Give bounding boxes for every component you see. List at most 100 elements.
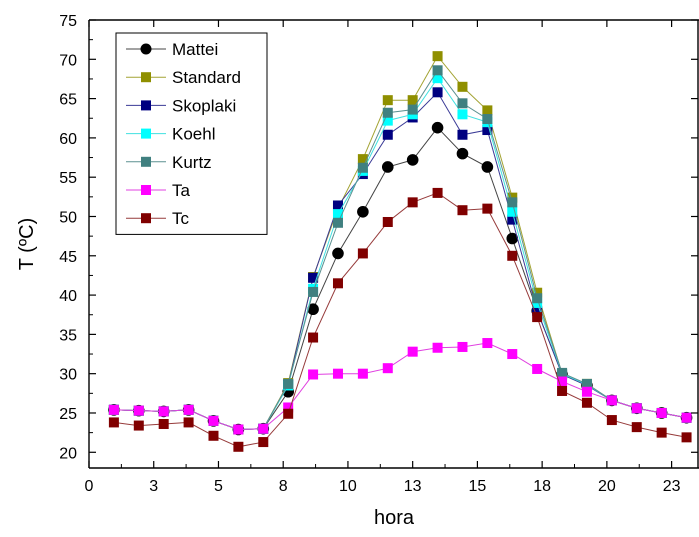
data-point	[381, 161, 394, 173]
data-point	[258, 423, 269, 434]
data-point	[507, 250, 518, 261]
data-point	[382, 95, 393, 106]
data-point	[283, 408, 294, 419]
data-point	[557, 367, 568, 378]
x-tick-label: 5	[214, 478, 223, 495]
data-point	[532, 287, 543, 298]
data-point	[407, 104, 418, 115]
data-point	[581, 397, 592, 408]
data-point	[507, 349, 518, 360]
legend-label: Koehl	[172, 125, 215, 144]
data-point	[482, 114, 493, 125]
y-axis-title: T (ºC)	[16, 218, 38, 270]
data-point	[432, 187, 443, 198]
x-tick-label: 0	[85, 478, 94, 495]
y-tick-label: 60	[59, 131, 77, 148]
data-point	[357, 248, 368, 259]
data-point	[606, 415, 617, 426]
data-point	[332, 200, 343, 211]
data-point	[532, 305, 543, 316]
data-point	[631, 403, 642, 414]
legend-item: Kurtz	[126, 153, 212, 172]
legend-item: Standard	[126, 68, 241, 87]
data-point	[332, 209, 343, 220]
y-tick-label: 30	[59, 367, 77, 384]
data-point	[108, 417, 119, 428]
x-tick-label: 3	[149, 478, 158, 495]
data-point	[332, 278, 343, 289]
legend-label: Standard	[172, 68, 241, 87]
x-tick-label: 23	[663, 478, 681, 495]
data-point	[382, 107, 393, 118]
data-point	[507, 214, 518, 225]
series-ta	[108, 338, 692, 435]
data-point	[457, 129, 468, 140]
data-point	[606, 395, 617, 406]
y-tick-label: 40	[59, 288, 77, 305]
data-point	[431, 121, 444, 134]
data-point	[407, 197, 418, 208]
legend-item: Mattei	[126, 40, 218, 59]
data-point	[532, 293, 543, 304]
data-point	[382, 216, 393, 227]
legend-marker	[141, 100, 151, 111]
data-point	[283, 402, 294, 413]
legend-item: Ta	[126, 181, 191, 200]
data-point	[631, 422, 642, 433]
data-point	[183, 417, 194, 428]
data-point	[456, 147, 469, 160]
legend-label: Skoplaki	[172, 96, 236, 115]
legend-label: Ta	[172, 181, 191, 200]
data-point	[581, 378, 592, 389]
legend-marker	[141, 213, 151, 224]
legend-marker	[141, 185, 151, 195]
y-tick-label: 50	[59, 209, 77, 226]
y-tick-label: 35	[59, 327, 77, 344]
legend-label: Kurtz	[172, 153, 212, 172]
legend-marker	[140, 43, 152, 55]
data-point	[482, 105, 493, 116]
legend-label: Tc	[172, 209, 190, 228]
data-point	[133, 420, 144, 431]
data-point	[357, 205, 369, 218]
y-tick-label: 70	[59, 52, 77, 69]
x-tick-label: 20	[598, 478, 616, 495]
data-point	[681, 432, 692, 443]
data-point	[183, 404, 194, 415]
data-point	[357, 162, 368, 173]
legend-item: Tc	[126, 209, 190, 228]
data-point	[432, 65, 443, 76]
data-point	[407, 346, 418, 357]
data-point	[532, 363, 543, 374]
legend-label: Mattei	[172, 40, 218, 59]
data-point	[557, 385, 568, 396]
data-point	[308, 272, 319, 283]
data-point	[308, 369, 319, 380]
x-axis-title: hora	[374, 507, 415, 529]
y-tick-label: 25	[59, 406, 77, 423]
data-point	[482, 338, 493, 349]
legend-marker	[141, 128, 151, 139]
data-point	[457, 205, 468, 216]
data-point	[457, 98, 468, 109]
data-point	[158, 406, 169, 417]
x-tick-label: 10	[339, 478, 357, 495]
data-point	[557, 376, 568, 387]
series-layer	[108, 51, 693, 452]
data-point	[532, 312, 543, 323]
data-point	[482, 125, 493, 136]
data-point	[382, 129, 393, 140]
data-point	[656, 427, 667, 438]
data-point	[357, 368, 368, 379]
data-point	[507, 197, 518, 208]
data-point	[308, 332, 319, 343]
legend-item: Koehl	[126, 125, 215, 144]
data-point	[681, 412, 692, 423]
data-point	[332, 247, 344, 260]
data-point	[482, 203, 493, 214]
x-tick-label: 13	[404, 478, 422, 495]
data-point	[407, 95, 418, 106]
data-point	[233, 424, 244, 435]
y-tick-label: 75	[59, 13, 77, 30]
